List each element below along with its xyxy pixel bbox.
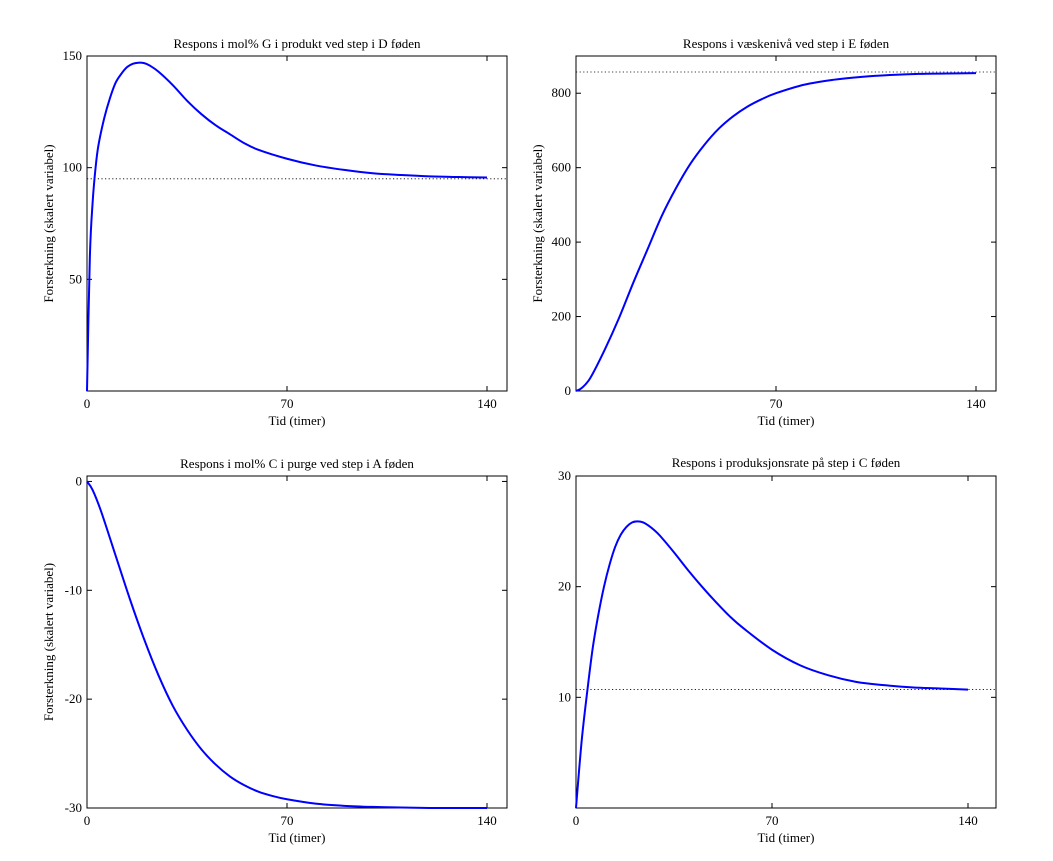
y-tick-label: 150 xyxy=(63,48,83,63)
y-axis-label: Forsterkning (skalert variabel) xyxy=(41,563,56,721)
y-tick-label: 600 xyxy=(552,160,572,175)
y-tick-label: 100 xyxy=(63,160,83,175)
x-tick-label: 0 xyxy=(573,813,580,828)
y-tick-label: 0 xyxy=(76,473,83,488)
y-tick-label: 0 xyxy=(565,383,572,398)
chart-title: Respons i væskenivå ved step i E føden xyxy=(683,36,890,51)
y-tick-label: 800 xyxy=(552,85,572,100)
y-tick-label: -30 xyxy=(65,800,82,815)
series-line xyxy=(575,72,977,392)
chart-title: Respons i produksjonsrate på step i C fø… xyxy=(672,455,901,470)
x-tick-label: 70 xyxy=(766,813,779,828)
subplot-3: -30 -20 -10 0 0 70 140 Respons i mol% C i purge… xyxy=(41,456,508,845)
y-tick-label: -20 xyxy=(65,691,82,706)
subplot-4: 10 20 30 0 70 140 Respons i produksjonsrate på… xyxy=(558,455,997,845)
y-tick-label: 50 xyxy=(69,271,82,286)
series-line xyxy=(86,480,487,810)
x-tick-label: 0 xyxy=(84,813,91,828)
y-tick-label: 10 xyxy=(558,689,571,704)
x-tick-label: 70 xyxy=(770,396,783,411)
x-axis-label: Tid (timer) xyxy=(269,830,326,845)
y-tick-label: 400 xyxy=(552,234,572,249)
chart-title: Respons i mol% C i purge ved step i A fø… xyxy=(180,456,414,471)
chart-title: Respons i mol% G i produkt ved step i D … xyxy=(174,36,421,51)
series-line xyxy=(86,61,488,392)
y-tick-label: -10 xyxy=(65,582,82,597)
x-tick-label: 70 xyxy=(281,813,294,828)
series-line xyxy=(575,520,969,809)
x-axis-label: Tid (timer) xyxy=(758,830,815,845)
x-axis-label: Tid (timer) xyxy=(269,413,326,428)
y-tick-label: 20 xyxy=(558,579,571,594)
axes-box xyxy=(575,55,997,392)
x-tick-label: 70 xyxy=(281,396,294,411)
x-tick-label: 140 xyxy=(966,396,986,411)
x-tick-label: 140 xyxy=(477,813,497,828)
y-tick-label: 200 xyxy=(552,309,572,324)
x-tick-label: 140 xyxy=(958,813,978,828)
y-axis-label: Forsterkning (skalert variabel) xyxy=(41,144,56,302)
y-tick-label: 30 xyxy=(558,468,571,483)
subplot-1: 50 100 150 0 70 140 Respons i mol% G i produkt… xyxy=(41,36,508,428)
subplot-2: 0 200 400 600 800 70 140 Respons i væskenivå ve… xyxy=(530,36,997,428)
axes-box xyxy=(86,55,508,392)
x-tick-label: 140 xyxy=(477,396,497,411)
y-axis-label: Forsterkning (skalert variabel) xyxy=(530,144,545,302)
axes-box xyxy=(575,475,997,809)
x-axis-label: Tid (timer) xyxy=(758,413,815,428)
axes-box xyxy=(86,475,508,809)
x-tick-label: 0 xyxy=(84,396,91,411)
